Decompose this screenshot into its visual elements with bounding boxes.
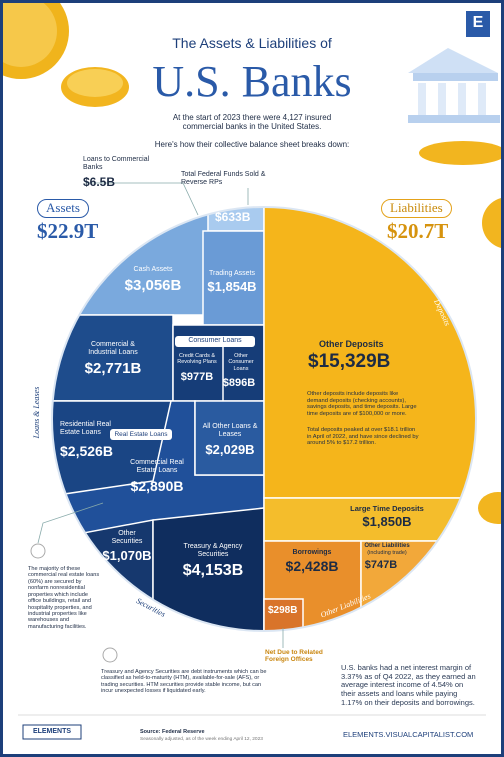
- note: Other deposits include deposits like dem…: [307, 391, 417, 417]
- ci-loans: [52, 314, 174, 402]
- coin: [478, 492, 501, 524]
- assets-label: Assets: [37, 199, 89, 218]
- seg-label: Credit Cards & Revolving Plans: [177, 353, 217, 366]
- seg-label: Residential Real Estate Loans: [60, 421, 111, 437]
- label-box: [175, 336, 255, 347]
- seg-label: Total Federal Funds Sold & Reverse RPs: [181, 171, 266, 187]
- seg-value: $1,854B: [207, 279, 257, 294]
- seg-value: $298B: [268, 605, 298, 616]
- icon: [102, 647, 118, 663]
- intro: At the start of 2023 there were 4,127 in…: [172, 113, 332, 132]
- note: U.S. banks had a net interest margin of …: [341, 663, 476, 707]
- seg-value: $2,428B: [285, 558, 339, 574]
- seg-label: Cash Assets: [133, 266, 173, 273]
- liabilities-label: Liabilities: [381, 199, 452, 218]
- seg-label: Large Time Deposits: [350, 504, 424, 513]
- seg-label: All Other Loans & Leases: [202, 423, 258, 439]
- seg-label: Borrowings: [292, 549, 332, 556]
- net-due: [263, 598, 304, 631]
- seg-label: Other Consumer Loans: [228, 353, 254, 372]
- balance-circle: [52, 207, 476, 631]
- other-loans: [194, 400, 265, 476]
- logo-box: [466, 11, 490, 37]
- seg-value: $747B: [364, 559, 398, 571]
- title: The Assets & Liabilities of: [172, 35, 332, 51]
- seg-value: $2,029B: [205, 442, 255, 457]
- seg-label: (including trade): [367, 550, 407, 556]
- group-label: Consumer Loans: [188, 337, 242, 344]
- title: U.S. Banks: [152, 57, 352, 106]
- seg-value: $2,771B: [84, 360, 142, 377]
- residential-loans: [52, 400, 172, 504]
- note: The majority of these commercial real es…: [28, 566, 100, 630]
- large-time-deposits: [263, 497, 476, 542]
- brand-box: [22, 724, 82, 740]
- logo: E: [472, 14, 484, 31]
- seg-value: $4,153B: [182, 562, 244, 579]
- icon: [30, 543, 46, 559]
- intro: Here's how their collective balance shee…: [154, 140, 350, 149]
- label-box: [110, 429, 172, 440]
- seg-value: $977B: [180, 371, 214, 383]
- coin: [3, 3, 57, 67]
- source-note: Seasonally adjusted, as of the week endi…: [140, 737, 263, 742]
- seg-label: Net Due to Related Foreign Offices: [265, 649, 323, 664]
- liabilities-total: $20.7T: [387, 219, 449, 243]
- seg-value: $633B: [215, 210, 251, 224]
- seg-label: Other Deposits: [319, 339, 384, 349]
- seg-label: Other Liabilities: [364, 543, 410, 549]
- coin: [482, 197, 501, 249]
- assets-total: $22.9T: [37, 219, 99, 243]
- seg-label: Loans to Commercial Banks: [83, 156, 150, 172]
- seg-label: Commercial Real Estate Loans: [130, 459, 184, 475]
- seg-label: Other Securities: [111, 530, 143, 546]
- seg-value: $896B: [222, 377, 256, 389]
- artwork: [3, 3, 501, 740]
- bank-icon: [408, 48, 501, 165]
- url: ELEMENTS.VISUALCAPITALIST.COM: [343, 730, 474, 739]
- note: Total deposits peaked at over $18.1 tril…: [307, 427, 419, 447]
- group-label: Loans & Leases: [32, 386, 42, 439]
- brand: ELEMENTS: [32, 728, 72, 735]
- source: Source: Federal Reserve: [140, 729, 205, 735]
- seg-label: Commercial & Industrial Loans: [88, 341, 138, 357]
- seg-value: $6.5B: [83, 175, 116, 189]
- seg-value: $1,850B: [362, 514, 412, 529]
- callout-line: [37, 502, 104, 544]
- seg-value: $3,056B: [124, 277, 182, 294]
- seg-value: $15,329B: [308, 351, 391, 372]
- seg-label: Treasury & Agency Securities: [183, 543, 243, 559]
- seg-label: Trading Assets: [208, 270, 256, 277]
- callout-line: [85, 182, 199, 216]
- seg-value: $2,890B: [130, 478, 184, 494]
- coin: [67, 69, 123, 97]
- seg-value: $1,070B: [102, 548, 152, 563]
- group-label: Real Estate Loans: [114, 431, 168, 438]
- note: Treasury and Agency Securities are debt …: [101, 669, 267, 695]
- circle-outline: [51, 206, 477, 632]
- seg-value: $2,526B: [60, 443, 113, 459]
